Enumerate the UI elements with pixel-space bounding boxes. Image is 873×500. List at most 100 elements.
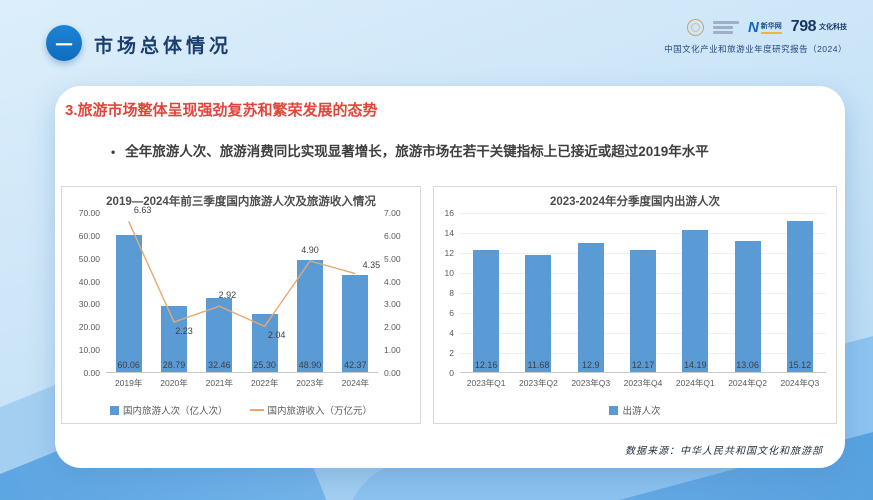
institute-logo-icon bbox=[712, 20, 739, 34]
bullet-text: 全年旅游人次、旅游消费同比实现显著增长，旅游市场在若干关键指标上已接近或超过20… bbox=[125, 144, 709, 159]
content-card: 3.旅游市场整体呈现强劲复苏和繁荣发展的态势 • 全年旅游人次、旅游消费同比实现… bbox=[55, 86, 845, 468]
bar bbox=[161, 306, 187, 372]
bar-value-label: 15.12 bbox=[788, 360, 812, 370]
bar bbox=[734, 241, 761, 372]
y-axis-tick: 40.00 bbox=[78, 276, 100, 287]
line-value-label: 2.23 bbox=[175, 326, 193, 337]
x-axis-label: 2020年 bbox=[160, 378, 188, 388]
y-axis-tick: 20.00 bbox=[78, 322, 100, 333]
legend-item: 国内旅游人次（亿人次） bbox=[109, 403, 228, 417]
bar-value-label: 60.06 bbox=[117, 360, 140, 370]
secondary-y-axis-tick: 7.00 bbox=[384, 208, 401, 218]
bar-value-label: 42.37 bbox=[344, 360, 367, 370]
bar-value-label: 13.06 bbox=[736, 360, 759, 370]
chart-legend: 出游人次 bbox=[434, 403, 836, 417]
legend-label: 出游人次 bbox=[622, 406, 661, 417]
y-axis-tick: 16 bbox=[444, 208, 454, 218]
legend-bar-swatch-icon bbox=[609, 405, 619, 415]
line-value-label: 2.92 bbox=[218, 290, 237, 301]
legend-bar-swatch-icon bbox=[109, 405, 119, 415]
y-axis-tick: 4 bbox=[449, 328, 454, 338]
chart-domestic-trips-revenue: 2019—2024年前三季度国内旅游人次及旅游收入情况 70.00 60.00 50.… bbox=[61, 186, 421, 424]
secondary-y-axis-tick: 3.00 bbox=[384, 299, 401, 310]
page-title: 市场总体情况 bbox=[94, 36, 233, 57]
y-axis-tick: 50.00 bbox=[78, 253, 100, 264]
gridline bbox=[460, 233, 826, 234]
line-value-label: 4.90 bbox=[301, 245, 319, 255]
x-axis-label: 2024年Q3 bbox=[780, 378, 820, 388]
charts-row: 2019—2024年前三季度国内旅游人次及旅游收入情况 70.00 60.00 50.… bbox=[61, 186, 837, 424]
bar bbox=[251, 314, 278, 372]
x-axis-label: 2023年 bbox=[296, 378, 324, 388]
bar-value-label: 11.68 bbox=[527, 360, 550, 370]
bullet-marker: • bbox=[111, 145, 116, 159]
report-title: 中国文化产业和旅游业年度研究报告（2024） bbox=[664, 44, 847, 54]
y-axis-tick: 60.00 bbox=[78, 230, 100, 241]
x-axis-label: 2023年Q1 bbox=[466, 378, 506, 388]
bar-value-label: 12.17 bbox=[631, 360, 655, 370]
section-number: 一 bbox=[55, 35, 73, 55]
798-logo: 798 文化科技 bbox=[791, 18, 847, 36]
header-right: N 新华网 798 文化科技 中国文化产业和旅游业年度研究报告（2024） bbox=[664, 15, 847, 55]
798-label: 文化科技 bbox=[819, 24, 847, 31]
xinhuanet-logo: N 新华网 bbox=[748, 19, 782, 36]
y-axis-tick: 10 bbox=[444, 268, 454, 278]
y-axis-tick: 8 bbox=[449, 288, 454, 298]
bar-value-label: 14.19 bbox=[684, 360, 707, 370]
bar-value-label: 28.79 bbox=[162, 360, 186, 370]
line-value-label: 4.35 bbox=[362, 259, 381, 270]
line-value-label: 2.04 bbox=[267, 330, 286, 341]
data-source-note: 数据来源：中华人民共和国文化和旅游部 bbox=[625, 446, 823, 457]
x-axis-label: 2019年 bbox=[114, 378, 143, 388]
secondary-y-axis-tick: 5.00 bbox=[384, 253, 401, 264]
x-axis-label: 2023年Q4 bbox=[623, 378, 663, 388]
legend-item: 国内旅游收入（万亿元） bbox=[249, 403, 373, 417]
bullet-line: • 全年旅游人次、旅游消费同比实现显著增长，旅游市场在若干关键指标上已接近或超过… bbox=[111, 143, 823, 161]
secondary-y-axis-tick: 4.00 bbox=[384, 276, 401, 287]
legend-label: 国内旅游收入（万亿元） bbox=[267, 406, 373, 417]
chart-legend: 国内旅游人次（亿人次） 国内旅游收入（万亿元） bbox=[62, 403, 420, 417]
y-axis-tick: 10.00 bbox=[78, 345, 100, 356]
bar bbox=[682, 230, 709, 372]
bar bbox=[473, 250, 500, 372]
chart-title: 2019—2024年前三季度国内旅游人次及旅游收入情况 bbox=[106, 196, 376, 208]
y-axis-tick: 12 bbox=[444, 248, 454, 258]
y-axis-tick: 0 bbox=[449, 368, 454, 378]
y-axis-tick: 2 bbox=[449, 348, 454, 358]
x-axis-label: 2023年Q3 bbox=[571, 378, 611, 388]
bar bbox=[577, 243, 604, 372]
bar bbox=[786, 220, 813, 372]
bar-value-label: 32.46 bbox=[208, 360, 231, 370]
plot-area: 60.06 28.79 32.46 25.30 48.90 42.37 6.63 2.23 2.… bbox=[106, 205, 380, 373]
bar bbox=[115, 234, 142, 372]
section-heading: 3.旅游市场整体呈现强劲复苏和繁荣发展的态势 bbox=[65, 102, 378, 119]
section-number-badge: 一 bbox=[46, 25, 82, 61]
x-axis-label: 2023年Q2 bbox=[519, 378, 558, 388]
secondary-y-axis-tick: 2.00 bbox=[384, 322, 401, 333]
chart-title: 2023-2024年分季度国内出游人次 bbox=[550, 196, 720, 208]
chart-quarterly-trips: 2023-2024年分季度国内出游人次 16 14 12 10 8 6 4 2 0 12.16 11.… bbox=[433, 186, 837, 424]
logos-row: N 新华网 798 文化科技 bbox=[664, 15, 847, 39]
y-axis-tick: 6 bbox=[449, 308, 454, 318]
x-axis-label: 2024年Q2 bbox=[728, 378, 767, 388]
x-axis-label: 2024年 bbox=[341, 378, 370, 388]
legend-item: 出游人次 bbox=[609, 403, 661, 417]
bar bbox=[525, 255, 552, 372]
y-axis-tick: 70.00 bbox=[78, 208, 100, 218]
bar-value-label: 48.90 bbox=[298, 360, 322, 370]
seal-logo-icon bbox=[686, 18, 704, 36]
gridline bbox=[460, 213, 826, 214]
legend-label: 国内旅游人次（亿人次） bbox=[122, 406, 228, 417]
y-axis-tick: 0.00 bbox=[83, 368, 100, 378]
x-axis-label: 2022年 bbox=[250, 378, 279, 388]
798-number: 798 bbox=[790, 18, 817, 35]
legend-line-swatch-icon bbox=[249, 409, 264, 411]
x-axis-label: 2024年Q1 bbox=[675, 378, 715, 388]
bar bbox=[297, 260, 323, 372]
plot-area: 12.16 11.68 12.9 12.17 14.19 13.06 15.12 bbox=[460, 213, 826, 373]
secondary-y-axis-tick: 6.00 bbox=[384, 230, 401, 241]
bar-value-label: 25.30 bbox=[253, 360, 276, 370]
revenue-line bbox=[128, 221, 356, 328]
bar-value-label: 12.16 bbox=[474, 360, 498, 370]
